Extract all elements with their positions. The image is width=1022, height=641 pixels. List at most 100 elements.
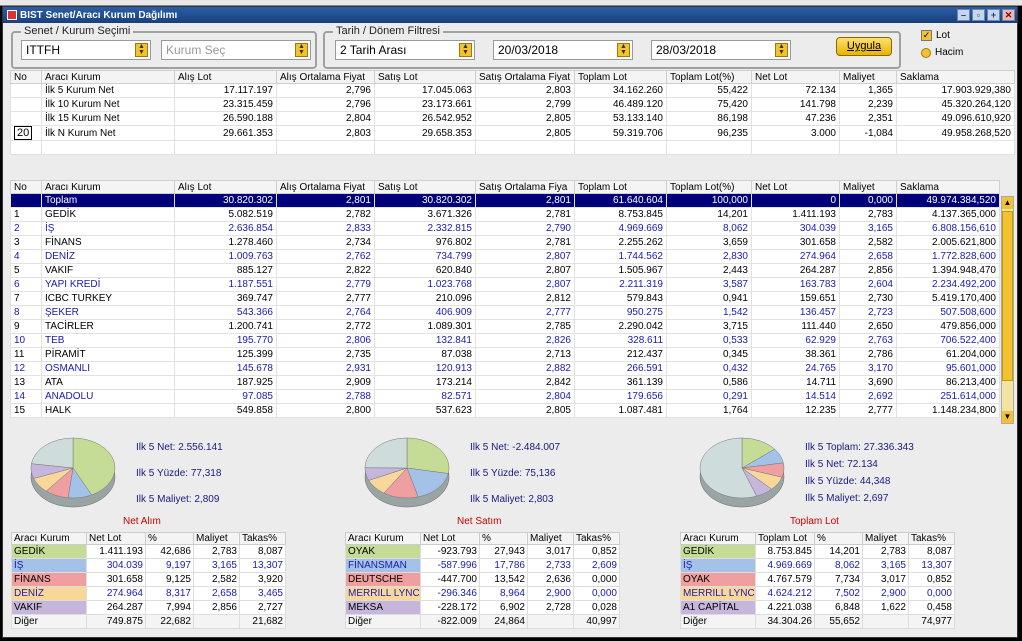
table-row[interactable]: 8 ŞEKER 543.366 2,764 406.909 2,777 950.275 1,5…: [10, 305, 1000, 320]
column-header[interactable]: Net Lot: [751, 180, 840, 194]
symbol-combo[interactable]: ITTFH ▲ ▼: [21, 40, 151, 60]
column-header[interactable]: Alış Lot: [174, 180, 277, 194]
table-row[interactable]: GEDİK 8.753.845 14,201 2,783 8,087: [680, 544, 955, 559]
table-cell: 13,307: [239, 558, 286, 573]
table-row[interactable]: Toplam 30.820.302 2,801 30.820.302 2,801 61.6…: [10, 193, 1000, 208]
column-header[interactable]: Toplam Lot: [574, 70, 667, 84]
column-header[interactable]: Aracı Kurum: [41, 70, 175, 84]
table-row[interactable]: 3 FİNANS 1.278.460 2,734 976.802 2,781 2.255.2…: [10, 235, 1000, 250]
table-row[interactable]: İlk 15 Kurum Net 26.590.188 2,804 26.542.95…: [10, 111, 1015, 126]
table-row[interactable]: DEUTSCHE -447.700 13,542 2,636 0,000: [345, 572, 620, 587]
column-header[interactable]: Satış Lot: [374, 180, 476, 194]
column-header[interactable]: %: [145, 532, 194, 545]
table-row[interactable]: İŞ 304.039 9,197 3,165 13,307: [11, 558, 286, 573]
column-header[interactable]: Takas%: [908, 532, 955, 545]
table-row[interactable]: 9 TACİRLER 1.200.741 2,772 1.089.301 2,785 2.2…: [10, 319, 1000, 334]
column-header[interactable]: Maliyet: [839, 180, 897, 194]
column-header[interactable]: Takas%: [573, 532, 620, 545]
table-row[interactable]: 13 ATA 187.925 2,909 173.214 2,842 361.139 0,58…: [10, 375, 1000, 390]
column-header[interactable]: Maliyet: [193, 532, 240, 545]
column-header[interactable]: Net Lot: [420, 532, 480, 545]
table-row[interactable]: İlk 5 Kurum Net 17.117.197 2,796 17.045.063…: [10, 83, 1015, 98]
table-row[interactable]: 10 TEB 195.770 2,806 132.841 2,826 328.611 0,53…: [10, 333, 1000, 348]
start-date-field[interactable]: 20/03/2018 ▲ ▼: [493, 40, 633, 60]
table-row[interactable]: GEDİK 1.411.193 42,686 2,783 8,087: [11, 544, 286, 559]
column-header[interactable]: Aracı Kurum: [680, 532, 756, 545]
scroll-up-icon[interactable]: ▲: [1002, 197, 1013, 209]
lot-checkbox[interactable]: ✓ Lot: [921, 30, 950, 41]
table-row[interactable]: MERRILL LYNC 4.624.212 7,502 2,900 0,000: [680, 586, 955, 601]
table-row[interactable]: 11 PİRAMİT 125.399 2,735 87.038 2,713 212.437 0…: [10, 347, 1000, 362]
table-row[interactable]: İlk 10 Kurum Net 23.315.459 2,796 23.173.66…: [10, 97, 1015, 112]
column-header[interactable]: Satış Lot: [374, 70, 476, 84]
table-cell: 274.964: [751, 249, 840, 264]
broker-combo[interactable]: Kurum Seç ▲ ▼: [161, 40, 311, 60]
broker-table-scrollbar[interactable]: ▲ ▼: [1001, 196, 1014, 424]
table-row[interactable]: VAKIF 264.287 7,994 2,856 2,727: [11, 600, 286, 615]
column-header[interactable]: Toplam Lot(%): [666, 70, 752, 84]
column-header[interactable]: Maliyet: [862, 532, 909, 545]
column-header[interactable]: Toplam Lot: [755, 532, 815, 545]
column-header[interactable]: Aracı Kurum: [11, 532, 87, 545]
top-n-count-input[interactable]: 20: [14, 126, 33, 140]
table-row[interactable]: MERRILL LYNC -296.346 8,964 2,900 0,000: [345, 586, 620, 601]
table-row[interactable]: 7 ICBC TURKEY 369.747 2,777 210.096 2,812 579.…: [10, 291, 1000, 306]
scroll-down-icon[interactable]: ▼: [1002, 411, 1013, 423]
minimize-button[interactable]: –: [957, 9, 970, 21]
restore-button[interactable]: ▫: [972, 9, 985, 21]
column-header[interactable]: Saklama: [896, 180, 1000, 194]
table-row[interactable]: 12 OSMANLI 145.678 2,931 120.913 2,882 266.591…: [10, 361, 1000, 376]
table-row[interactable]: OYAK 4.767.579 7,734 3,017 0,852: [680, 572, 955, 587]
column-header[interactable]: Alış Lot: [174, 70, 277, 84]
apply-button[interactable]: Uygula: [836, 37, 892, 56]
column-header[interactable]: No: [10, 70, 42, 84]
table-row[interactable]: 2 İŞ 2.636.854 2,833 2.332.815 2,790 4.969.669…: [10, 221, 1000, 236]
maximize-button[interactable]: +: [987, 9, 1000, 21]
end-date-field[interactable]: 28/03/2018 ▲ ▼: [651, 40, 791, 60]
table-row[interactable]: Diğer 34.304.26 55,652 74,977: [680, 614, 955, 629]
table-cell: 2,783: [862, 544, 909, 559]
column-header[interactable]: Satış Ortalama Fiyat: [475, 70, 575, 84]
table-row[interactable]: DENİZ 274.964 8,317 2,658 3,465: [11, 586, 286, 601]
table-row[interactable]: FİNANS 301.658 9,125 2,582 3,920: [11, 572, 286, 587]
column-header[interactable]: Takas%: [239, 532, 286, 545]
column-header[interactable]: Toplam Lot: [574, 180, 667, 194]
column-header[interactable]: Toplam Lot(%): [666, 180, 752, 194]
table-row[interactable]: OYAK -923.793 27,943 3,017 0,852: [345, 544, 620, 559]
table-row[interactable]: İŞ 4.969.669 8,062 3,165 13,307: [680, 558, 955, 573]
column-header[interactable]: No: [10, 180, 42, 194]
column-header[interactable]: Aracı Kurum: [345, 532, 421, 545]
table-cell: 0: [751, 193, 840, 208]
table-row[interactable]: 20 İlk N Kurum Net 29.661.353 2,803 29.658.3…: [10, 125, 1015, 141]
table-row[interactable]: MEKSA -228.172 6,902 2,728 0,028: [345, 600, 620, 615]
hacim-radio[interactable]: Hacim: [921, 47, 963, 58]
table-row[interactable]: 14 ANADOLU 97.085 2,788 82.571 2,804 179.656 0,…: [10, 389, 1000, 404]
table-cell: 2,801: [276, 193, 375, 208]
column-header[interactable]: Saklama: [896, 70, 1015, 84]
table-row[interactable]: Diğer -822.009 24,864 40,997: [345, 614, 620, 629]
panel-header-row: Aracı Kurum Net Lot% Maliyet Takas%: [345, 532, 620, 545]
column-header[interactable]: Aracı Kurum: [41, 180, 175, 194]
table-row[interactable]: 5 VAKIF 885.127 2,822 620.840 2,807 1.505.967 2…: [10, 263, 1000, 278]
column-header[interactable]: Net Lot: [86, 532, 146, 545]
scroll-thumb[interactable]: [1002, 211, 1013, 381]
table-row[interactable]: 6 YAPI KREDİ 1.187.551 2,779 1.023.768 2,807 2…: [10, 277, 1000, 292]
column-header[interactable]: %: [479, 532, 528, 545]
table-row[interactable]: 4 DENİZ 1.009.763 2,762 734.799 2,807 1.744.56…: [10, 249, 1000, 264]
column-header[interactable]: Satış Ortalama Fiya: [475, 180, 575, 194]
column-header[interactable]: Alış Ortalama Fiyat: [276, 70, 375, 84]
table-row[interactable]: 15 HALK 549.858 2,800 537.623 2,805 1.087.481 1…: [10, 403, 1000, 418]
close-button[interactable]: ✕: [1002, 9, 1015, 21]
column-header[interactable]: %: [814, 532, 863, 545]
table-cell: 304.039: [86, 558, 146, 573]
table-row[interactable]: Diğer 749.875 22,682 21,682: [11, 614, 286, 629]
range-mode-combo[interactable]: 2 Tarih Arası ▲ ▼: [335, 40, 475, 60]
table-row[interactable]: A1 CAPİTAL 4.221.038 6,848 1,622 0,458: [680, 600, 955, 615]
column-header[interactable]: Maliyet: [839, 70, 897, 84]
column-header[interactable]: Alış Ortalama Fiyat: [276, 180, 375, 194]
table-row[interactable]: 1 GEDİK 5.082.519 2,782 3.671.326 2,781 8.753.…: [10, 207, 1000, 222]
column-header[interactable]: Maliyet: [527, 532, 574, 545]
table-row[interactable]: FİNANSMAN -587.996 17,786 2,733 2,609: [345, 558, 620, 573]
column-header[interactable]: Net Lot: [751, 70, 840, 84]
table-cell: 2,830: [666, 249, 752, 264]
